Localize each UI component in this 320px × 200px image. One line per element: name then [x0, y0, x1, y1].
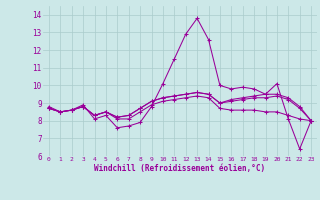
X-axis label: Windchill (Refroidissement éolien,°C): Windchill (Refroidissement éolien,°C): [94, 164, 266, 173]
